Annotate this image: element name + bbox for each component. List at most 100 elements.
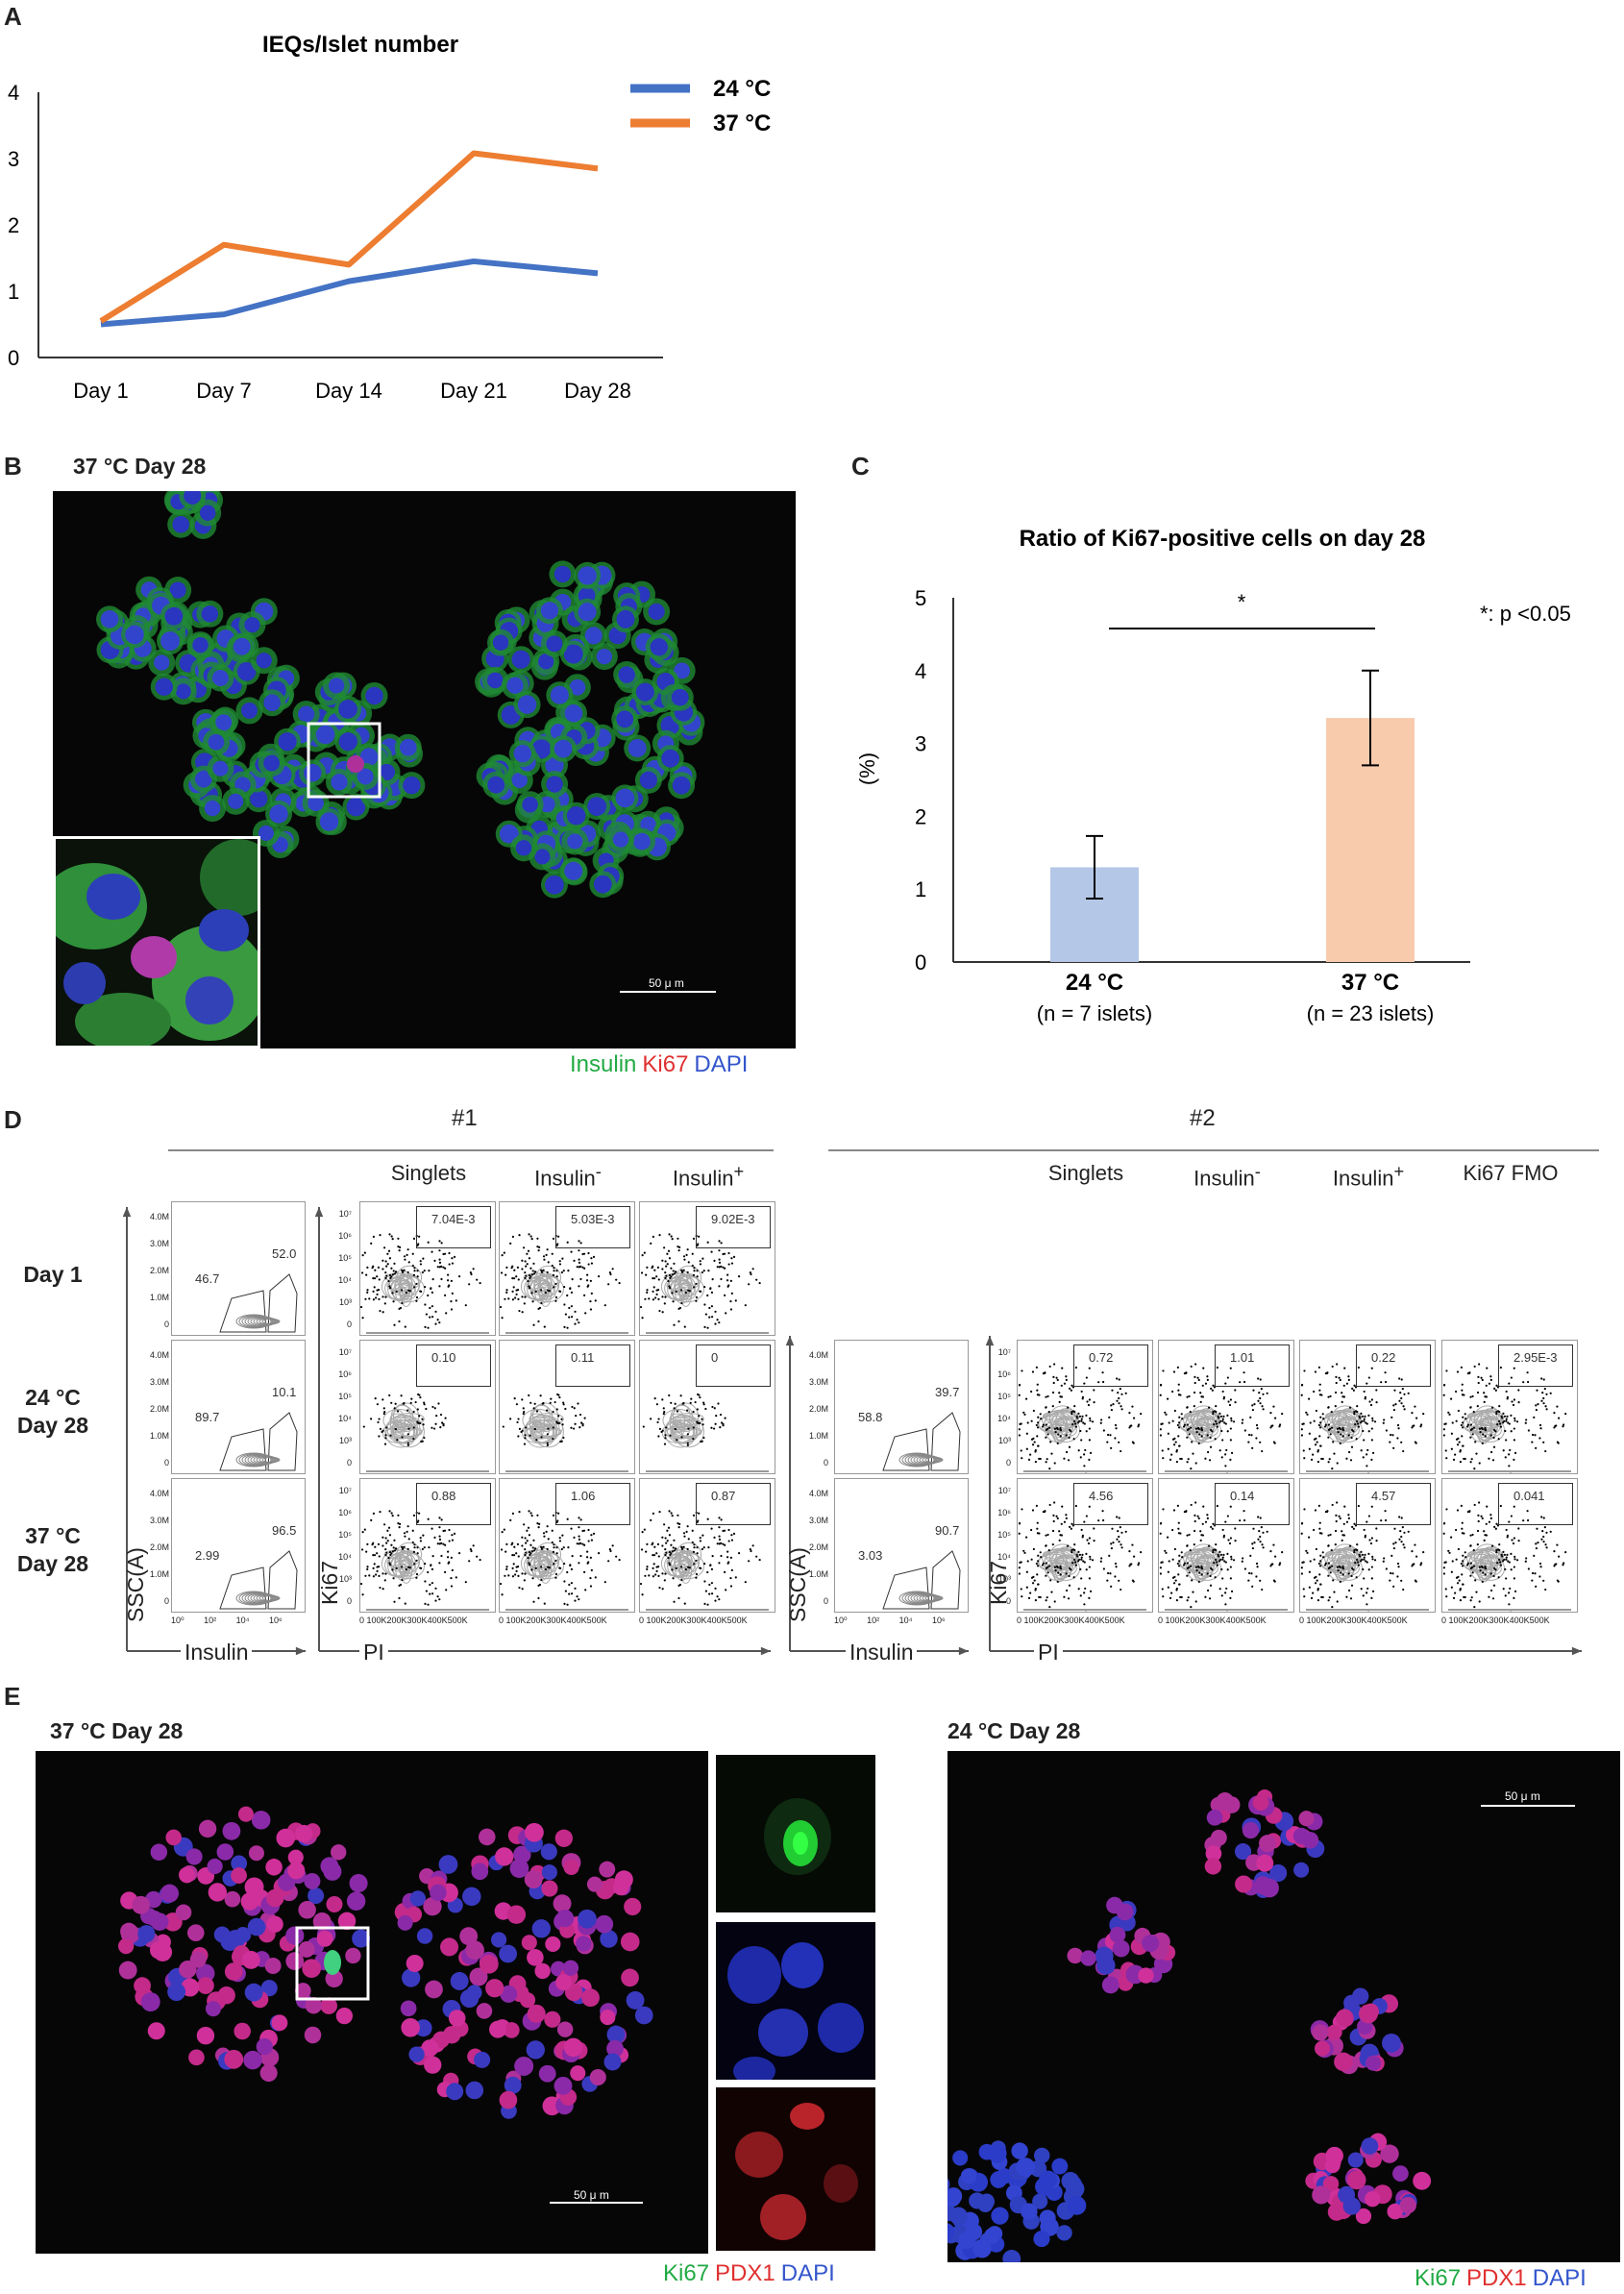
gate-value: 0.22 xyxy=(1371,1350,1396,1365)
caption-insulin: Insulin xyxy=(570,1051,637,1077)
gate-value: 0 xyxy=(711,1350,719,1365)
panel-letter-a: A xyxy=(4,2,22,31)
gate-value: 90.7 xyxy=(935,1523,960,1538)
ssc-axis-label: SSC(A) xyxy=(123,1547,148,1622)
pi-tick-labels: 0 100K200K300K400K500K xyxy=(1158,1616,1267,1625)
ki67-tick-labels: 10⁷ 10⁶ 10⁵ 10⁴ 10³ 0 xyxy=(338,1209,352,1329)
micrograph-caption: Insulin Ki67 DAPI xyxy=(570,1051,753,1078)
gate-value: 96.5 xyxy=(272,1523,297,1538)
y-tick-label: 1 xyxy=(915,877,926,901)
column-header: Ki67 FMO xyxy=(1463,1161,1559,1185)
insulin-axis-label: Insulin xyxy=(846,1640,918,1665)
x-tick-label: Day 14 xyxy=(315,379,382,403)
gate-value: 10.1 xyxy=(272,1385,297,1399)
gate-value: 3.03 xyxy=(858,1548,883,1563)
panel-letter-e: E xyxy=(4,1682,21,1711)
gate-value: 39.7 xyxy=(935,1385,960,1399)
micrograph-ki67-pdx1-24c: 50 μ m xyxy=(947,1751,1620,2262)
ki67-pi-plot: 0.11 xyxy=(499,1340,635,1474)
ki67-pi-plot: 5.03E-3 xyxy=(499,1201,635,1336)
ki67-tick-labels: 10⁷ 10⁶ 10⁵ 10⁴ 10³ 0 xyxy=(997,1486,1011,1606)
micrograph-caption-left: Ki67 PDX1 DAPI xyxy=(663,2260,841,2287)
ssc-axis-arrow-head xyxy=(785,1336,795,1346)
insulin-gating-plot: 58.8 39.7 xyxy=(834,1340,969,1474)
flow-cytometry-panel: #1 #2 Singlets Insulin- Insulin+ Singlets Insu… xyxy=(16,1105,1599,1665)
pi-axis-arrow-head xyxy=(1571,1646,1582,1656)
ki67-gate xyxy=(1356,1344,1431,1387)
insulin-axis-label: Insulin xyxy=(181,1640,253,1665)
insulin-tick-labels: 10⁰ 10² 10⁴ 10⁶ xyxy=(834,1616,946,1625)
ki67-pi-plot: 9.02E-3 xyxy=(639,1201,775,1336)
significance-mark: * xyxy=(1238,590,1246,614)
gate-value: 58.8 xyxy=(858,1410,883,1424)
insulin-gating-plot: 46.7 52.0 xyxy=(171,1201,306,1336)
ki67-axis-label: Ki67 xyxy=(317,1560,342,1605)
chart-title: IEQs/Islet number xyxy=(262,32,458,58)
ssc-axis-arrow-head xyxy=(122,1207,132,1218)
y-tick-label: 4 xyxy=(8,81,19,105)
x-category-label: 24 °C xyxy=(1066,970,1123,996)
micrograph-insulin-ki67: 50 μ m xyxy=(53,491,796,1048)
ki67-pi-plot: 4.57 xyxy=(1299,1478,1436,1613)
gate-value: 9.02E-3 xyxy=(711,1212,755,1226)
gate-value: 0.88 xyxy=(431,1489,456,1503)
panel-letter-d: D xyxy=(4,1105,22,1134)
ki67-gate xyxy=(416,1483,491,1525)
caption-dapi: DAPI xyxy=(1532,2265,1587,2291)
scale-bar-label: 50 μ m xyxy=(574,2188,609,2202)
pi-axis-label: PI xyxy=(359,1640,388,1665)
pi-tick-labels: 0 100K200K300K400K500K xyxy=(1017,1616,1125,1625)
row-label: 37 °C xyxy=(25,1523,81,1548)
bar-chart: Ratio of Ki67-positive cells on day 28 0 1… xyxy=(855,526,1571,1025)
row-label: Day 28 xyxy=(16,1551,89,1576)
gate-value: 1.01 xyxy=(1230,1350,1255,1365)
micrograph-caption-right: Ki67 PDX1 DAPI xyxy=(1415,2265,1592,2292)
line-chart: IEQs/Islet number 0 1 2 3 4 Day 1 Day 7 Day 14 Da… xyxy=(8,32,771,403)
gate-value: 0.72 xyxy=(1089,1350,1114,1365)
group-header: #1 xyxy=(452,1105,478,1131)
y-tick-label: 0 xyxy=(915,950,926,974)
micrograph-right-title: 24 °C Day 28 xyxy=(947,1718,1081,1743)
ki67-pi-plot: 0.72 xyxy=(1017,1340,1153,1474)
scale-bar-label: 50 μ m xyxy=(1505,1789,1540,1803)
caption-pdx1: PDX1 xyxy=(715,2260,775,2286)
x-tick-label: Day 28 xyxy=(564,379,631,403)
ki67-tick-labels: 10⁷ 10⁶ 10⁵ 10⁴ 10³ 0 xyxy=(338,1347,352,1468)
micrograph-left-title: 37 °C Day 28 xyxy=(50,1718,184,1743)
legend-label: 37 °C xyxy=(713,111,771,136)
chart-title: Ratio of Ki67-positive cells on day 28 xyxy=(1020,526,1426,552)
caption-dapi: DAPI xyxy=(780,2260,835,2286)
insulin-tick-labels: 10⁰ 10² 10⁴ 10⁶ xyxy=(171,1616,283,1625)
ki67-gate xyxy=(1498,1344,1573,1387)
y-tick-label: 2 xyxy=(915,804,926,828)
x-category-label: 37 °C xyxy=(1341,970,1399,996)
ki67-pi-plot: 1.06 xyxy=(499,1478,635,1613)
inset-pdx1 xyxy=(716,2087,875,2251)
ki67-gate xyxy=(696,1483,771,1525)
ki67-gate xyxy=(1215,1483,1290,1525)
ki67-pi-plot: 0.14 xyxy=(1158,1478,1294,1613)
gate-value: 2.99 xyxy=(195,1548,220,1563)
insulin-gating-plot: 2.99 96.5 xyxy=(171,1478,306,1613)
gate-value: 0.87 xyxy=(711,1489,736,1503)
inset-zoom xyxy=(53,836,277,1048)
ki67-gate xyxy=(1073,1344,1148,1387)
y-tick-label: 3 xyxy=(915,732,926,756)
pi-tick-labels: 0 100K200K300K400K500K xyxy=(359,1616,468,1625)
series-line-24c xyxy=(100,258,599,328)
ki67-axis-label: Ki67 xyxy=(986,1560,1011,1605)
pi-tick-labels: 0 100K200K300K400K500K xyxy=(499,1616,607,1625)
ki67-pi-plot: 0.22 xyxy=(1299,1340,1436,1474)
gate-value: 89.7 xyxy=(195,1410,220,1424)
inset-ki67 xyxy=(716,1755,875,1912)
ki67-pi-plot: 0.87 xyxy=(639,1478,775,1613)
y-tick-label: 1 xyxy=(8,280,19,304)
x-category-note: (n = 7 islets) xyxy=(1037,1001,1152,1025)
ki67-tick-labels: 10⁷ 10⁶ 10⁵ 10⁴ 10³ 0 xyxy=(997,1347,1011,1468)
micrograph-ki67-pdx1-37c: 50 μ m xyxy=(36,1751,708,2254)
ssc-tick-labels: 4.0M 3.0M 2.0M 1.0M 0 xyxy=(149,1489,169,1606)
ssc-tick-labels: 4.0M 3.0M 2.0M 1.0M 0 xyxy=(149,1212,169,1329)
caption-pdx1: PDX1 xyxy=(1466,2265,1527,2291)
ki67-gate xyxy=(555,1206,630,1248)
ssc-tick-labels: 4.0M 3.0M 2.0M 1.0M 0 xyxy=(808,1489,828,1606)
